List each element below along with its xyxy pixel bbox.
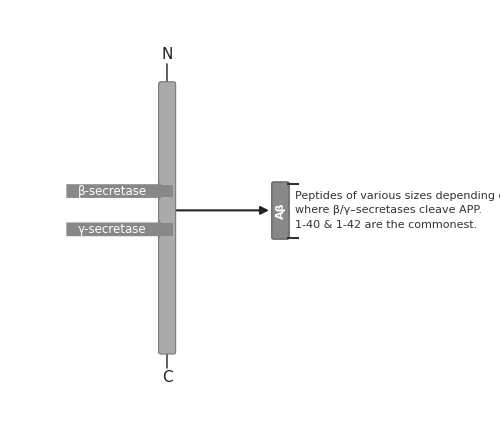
Text: Peptides of various sizes depending on
where β/γ–secretases cleave APP.
1-40 & 1: Peptides of various sizes depending on w… [295, 190, 500, 230]
Text: N: N [162, 48, 173, 62]
Bar [161, 185, 173, 197]
Text: C: C [162, 370, 172, 385]
Text: Aβ: Aβ [276, 202, 285, 219]
FancyBboxPatch shape [158, 82, 176, 354]
Bar [161, 223, 173, 235]
Text: γ-secretase: γ-secretase [78, 223, 147, 236]
Polygon shape [66, 220, 167, 239]
Polygon shape [66, 181, 167, 201]
FancyBboxPatch shape [272, 182, 289, 239]
Text: β-secretase: β-secretase [78, 184, 147, 198]
